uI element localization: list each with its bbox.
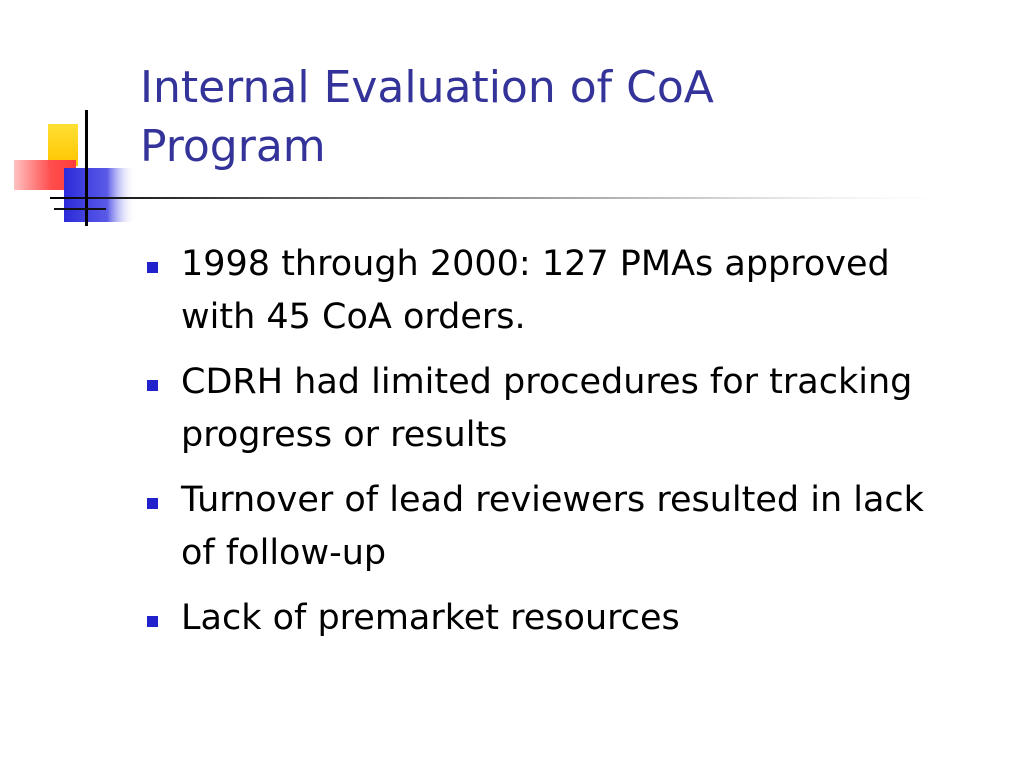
slide-corner-decoration bbox=[14, 110, 980, 226]
bullet-text: 1998 through 2000: 127 PMAs approved wit… bbox=[181, 244, 890, 337]
bullet-item: Lack of premarket resources bbox=[140, 592, 960, 645]
bullet-list: 1998 through 2000: 127 PMAs approved wit… bbox=[140, 238, 960, 657]
horizontal-rule-line bbox=[50, 197, 980, 199]
bullet-item: 1998 through 2000: 127 PMAs approved wit… bbox=[140, 238, 960, 344]
vertical-rule-line bbox=[85, 110, 88, 226]
bullet-text: Turnover of lead reviewers resulted in l… bbox=[181, 480, 924, 573]
square-bullet-icon bbox=[147, 262, 158, 273]
bullet-item: CDRH had limited procedures for tracking… bbox=[140, 356, 960, 462]
bullet-text: Lack of premarket resources bbox=[181, 598, 680, 638]
horizontal-rule-short bbox=[54, 208, 106, 210]
bullet-item: Turnover of lead reviewers resulted in l… bbox=[140, 474, 960, 580]
square-bullet-icon bbox=[147, 498, 158, 509]
blue-bar-shape bbox=[64, 168, 136, 222]
slide-title: Internal Evaluation of CoA Program bbox=[140, 62, 714, 172]
square-bullet-icon bbox=[147, 380, 158, 391]
yellow-square-shape bbox=[48, 124, 78, 166]
bullet-text: CDRH had limited procedures for tracking… bbox=[181, 362, 913, 455]
square-bullet-icon bbox=[147, 616, 158, 627]
